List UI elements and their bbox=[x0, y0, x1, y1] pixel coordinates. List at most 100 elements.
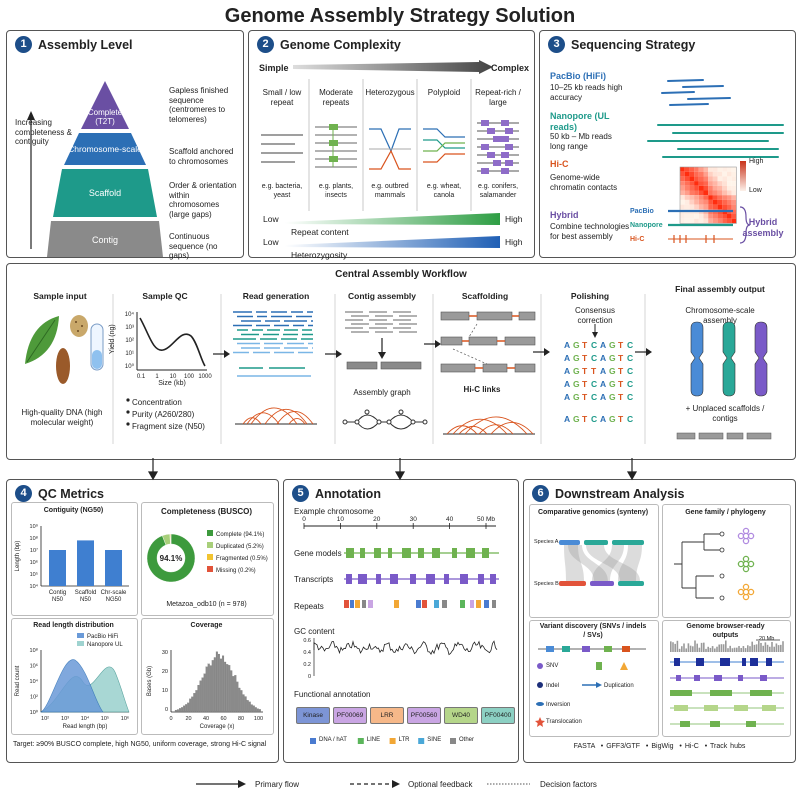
coverage-bar bbox=[213, 657, 216, 713]
panel-number: 5 bbox=[292, 485, 309, 502]
heat-cell bbox=[694, 190, 699, 196]
coverage-spike bbox=[716, 646, 718, 652]
polish-base: G bbox=[609, 392, 616, 402]
panel-sequencing-strategy: 3 Sequencing Strategy PacBio (HiFi) 10–25… bbox=[539, 30, 796, 258]
coverage-bar bbox=[232, 676, 235, 713]
heat-cell bbox=[708, 218, 713, 224]
variant-block bbox=[622, 646, 630, 652]
polish-base: C bbox=[591, 353, 597, 363]
heat-cell bbox=[684, 218, 690, 224]
qc-ytick: 10³ bbox=[125, 325, 134, 331]
join-link bbox=[452, 348, 488, 365]
coverage-bar bbox=[199, 680, 202, 713]
coverage-bar bbox=[187, 702, 190, 713]
polish-base: C bbox=[591, 379, 597, 389]
potato-spot bbox=[77, 330, 79, 332]
heat-cell bbox=[684, 185, 690, 191]
qc-bullet-2: Purity (A260/280) bbox=[132, 410, 195, 419]
heat-cell bbox=[731, 204, 737, 210]
ylabel: Bases (Gb) bbox=[147, 666, 153, 696]
indel-label: Indel bbox=[546, 683, 560, 689]
ylabel: Read count bbox=[15, 665, 21, 696]
coverage-spike bbox=[738, 646, 740, 652]
hybrid-track-nanopore: Nanopore bbox=[630, 222, 663, 229]
transcript-exon bbox=[426, 574, 435, 584]
repeat-element bbox=[362, 600, 366, 608]
graph-bubble bbox=[356, 414, 380, 430]
qc-ytick: 10⁴ bbox=[125, 311, 135, 318]
heat-cell bbox=[712, 190, 718, 196]
heat-cell bbox=[731, 199, 737, 205]
scaffold-contig bbox=[468, 336, 498, 346]
domain-chip: PF00560 bbox=[407, 707, 441, 724]
column-example: e.g. bacteria, yeast bbox=[261, 183, 303, 199]
panel-genome-complexity: 2 Genome Complexity Simple Complex Low Hi… bbox=[248, 30, 535, 260]
heat-cell bbox=[684, 195, 690, 200]
heat-cell bbox=[722, 167, 727, 172]
heat-frame bbox=[679, 166, 737, 224]
gene-exon bbox=[482, 548, 489, 558]
hic-arc bbox=[250, 407, 298, 425]
heat-cell bbox=[698, 195, 704, 200]
gc-trace bbox=[313, 640, 498, 656]
coverage-bar bbox=[207, 663, 210, 713]
qc-bullet-1: Concentration bbox=[132, 398, 182, 407]
snv-example bbox=[620, 662, 628, 670]
graph-node bbox=[410, 419, 416, 425]
contiguity-bar bbox=[77, 540, 94, 586]
coverage-spike bbox=[740, 647, 742, 652]
polish-base: G bbox=[609, 353, 616, 363]
ytick: 10⁹ bbox=[30, 523, 38, 530]
polish-base: G bbox=[609, 340, 616, 350]
repeat-element bbox=[368, 600, 373, 608]
browser-feature bbox=[762, 705, 776, 711]
gene-exon bbox=[388, 548, 392, 558]
haplotype-b bbox=[369, 149, 411, 170]
heat-cell bbox=[680, 218, 685, 224]
polish-base: T bbox=[618, 340, 624, 350]
heat-cell bbox=[731, 195, 737, 200]
heat-cell bbox=[689, 185, 695, 191]
polish-base: A bbox=[564, 353, 570, 363]
unplaced-scaffold bbox=[726, 432, 744, 440]
xtick: 40 bbox=[203, 716, 209, 722]
polish-base: G bbox=[573, 414, 580, 424]
hybrid-desc: Combine technologies for best assembly bbox=[550, 222, 630, 241]
gene-exon bbox=[418, 548, 424, 558]
coverage-spike bbox=[685, 648, 687, 652]
potato-icon bbox=[70, 315, 88, 337]
gene-family-node bbox=[742, 532, 750, 540]
polish-base: C bbox=[627, 379, 633, 389]
heat-cell bbox=[722, 218, 727, 224]
heat-cell bbox=[680, 190, 685, 196]
workflow-connectors bbox=[147, 458, 638, 481]
heat-cell bbox=[712, 176, 718, 182]
repeat-block bbox=[481, 168, 489, 174]
bar-label: Chr-scale bbox=[101, 590, 127, 596]
consensus-arrowhead bbox=[592, 332, 598, 338]
coverage-bar bbox=[244, 696, 247, 713]
hic-arc bbox=[288, 417, 306, 425]
repeat-block bbox=[481, 120, 489, 126]
repeat-element bbox=[350, 600, 354, 608]
coverage-bar bbox=[176, 709, 179, 713]
browser-feature bbox=[694, 675, 700, 681]
heat-cell bbox=[727, 176, 732, 182]
chromosome bbox=[754, 321, 768, 397]
coverage-spike bbox=[744, 648, 747, 652]
heat-cell bbox=[731, 171, 737, 177]
consensus-label: Consensus correction bbox=[574, 306, 616, 325]
level-desc-chrom: Scaffold anchored to chromosomes bbox=[169, 147, 234, 166]
scaffold-contig bbox=[514, 363, 536, 373]
repeat-element bbox=[355, 600, 360, 608]
legend-swatch bbox=[207, 542, 213, 548]
repeat-element bbox=[484, 600, 489, 608]
pacbio-read bbox=[687, 97, 731, 100]
heat-cell bbox=[727, 204, 732, 210]
coverage-spike bbox=[711, 646, 714, 652]
step-contig-assembly: Contig assembly bbox=[347, 291, 417, 301]
heat-cell bbox=[698, 181, 704, 186]
graph-node bbox=[422, 419, 428, 425]
